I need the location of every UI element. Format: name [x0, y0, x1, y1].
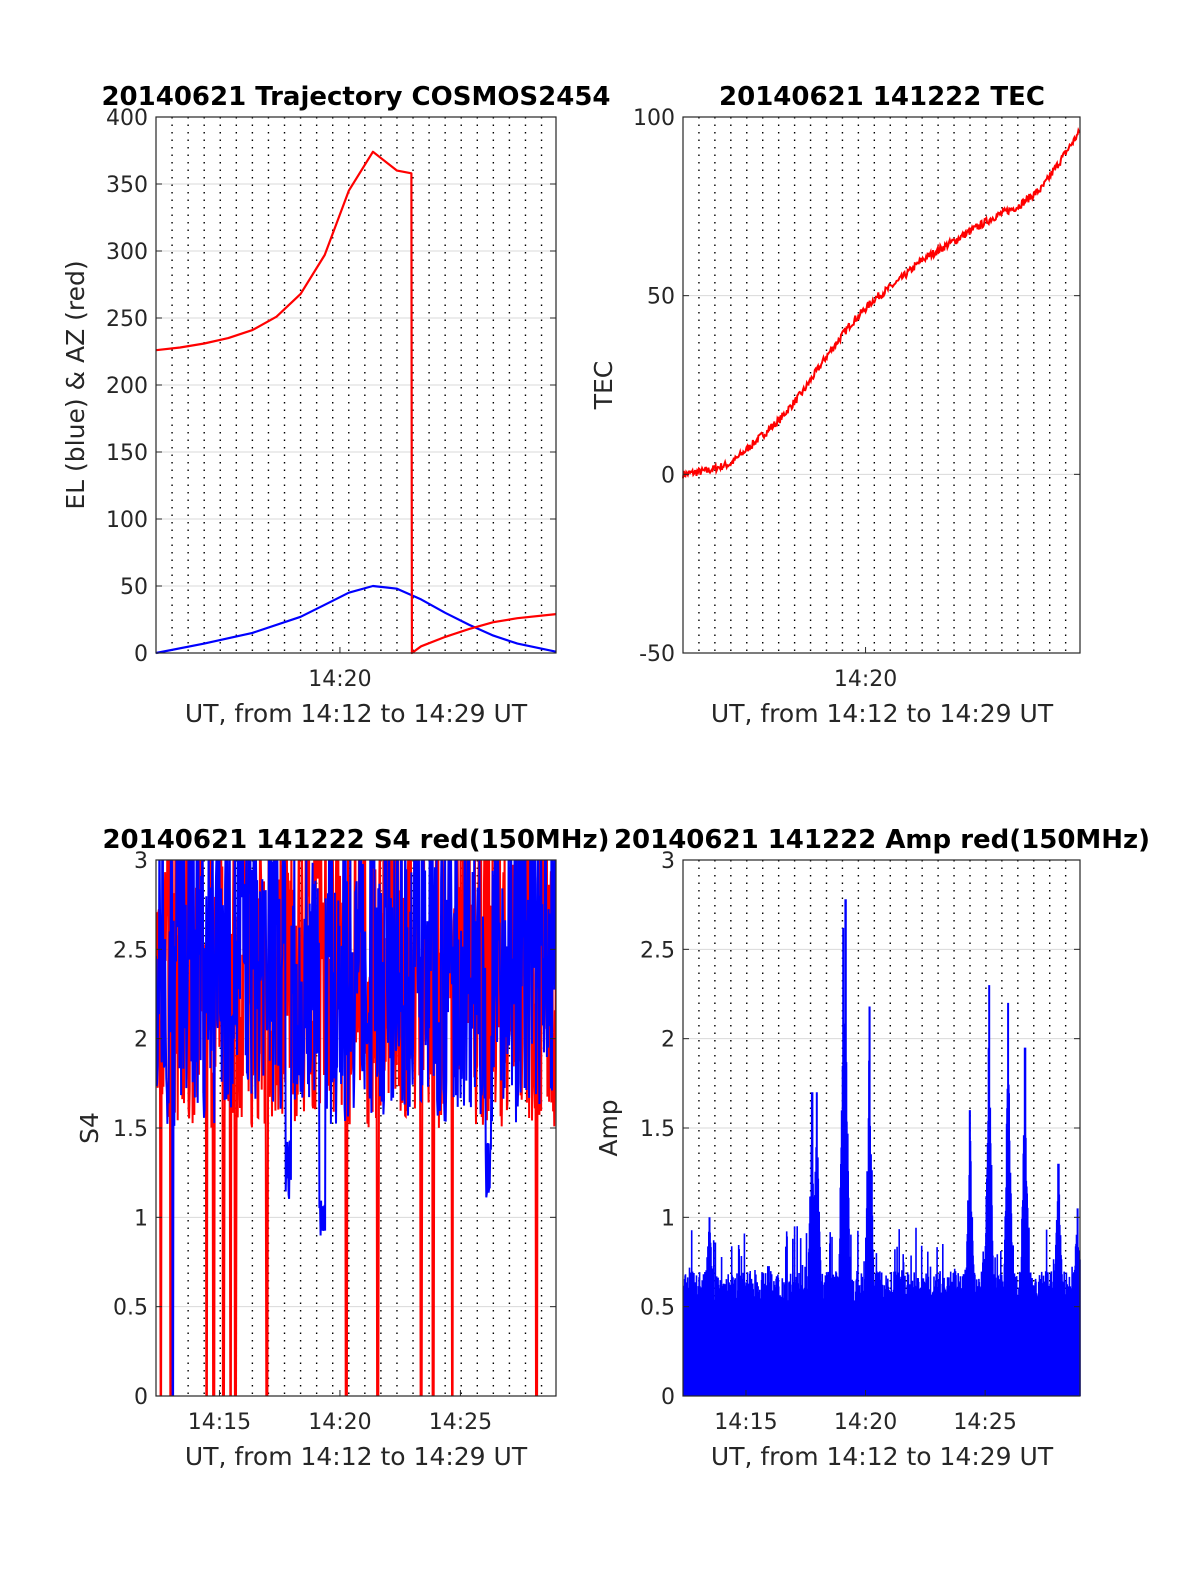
y-tick-label: 2.5 — [113, 938, 148, 963]
y-tick-label: 0.5 — [113, 1296, 148, 1321]
y-tick-label: 0 — [134, 1385, 148, 1410]
panel-tec: 20140621 141222 TEC -50 0 50 100 14:20 UT, … — [589, 82, 1081, 728]
x-tick-label: 14:25 — [429, 1410, 492, 1435]
panel-tec-x-ticks: 14:20 — [834, 647, 897, 692]
panel-trajectory-grid — [156, 117, 556, 653]
panel-s4-xlabel: UT, from 14:12 to 14:29 UT — [185, 1442, 528, 1471]
series-s4-blue-line — [156, 860, 556, 1396]
series-amp-bars — [683, 899, 1081, 1396]
panel-trajectory-x-ticks: 14:20 — [308, 647, 372, 692]
y-tick-label: 0.5 — [640, 1296, 675, 1321]
panel-trajectory-ylabel: EL (blue) & AZ (red) — [61, 260, 90, 509]
y-tick-label: 2 — [134, 1028, 148, 1053]
y-tick-label: 0 — [134, 642, 148, 667]
y-tick-label: 3 — [661, 849, 675, 874]
panel-amp-title: 20140621 141222 Amp red(150MHz) — [614, 825, 1150, 855]
series-s4-red-line — [156, 860, 556, 1396]
y-tick-label: 0 — [661, 463, 675, 488]
y-tick-label: 150 — [106, 441, 148, 466]
x-tick-label: 14:20 — [308, 667, 371, 692]
panel-amp-plot — [683, 899, 1081, 1396]
y-tick-label: 100 — [633, 106, 675, 131]
panel-tec-y-ticks: -50 0 50 100 — [633, 106, 1080, 667]
series-tec-line — [682, 126, 1081, 479]
panel-amp-xlabel: UT, from 14:12 to 14:29 UT — [711, 1442, 1054, 1471]
y-tick-label: 3 — [134, 849, 148, 874]
x-tick-label: 14:15 — [714, 1410, 777, 1435]
y-tick-label: 350 — [106, 173, 148, 198]
panel-trajectory-xlabel: UT, from 14:12 to 14:29 UT — [185, 699, 528, 728]
panel-tec-grid — [683, 117, 1080, 653]
x-tick-label: 14:15 — [188, 1410, 251, 1435]
y-tick-label: 50 — [647, 285, 675, 310]
y-tick-label: 400 — [106, 106, 148, 131]
panel-s4: 20140621 141222 S4 red(150MHz) 0 0.5 1 1.5 2… — [75, 825, 610, 1471]
y-tick-label: 100 — [106, 508, 148, 533]
panel-tec-ylabel: TEC — [589, 361, 618, 411]
panel-tec-title: 20140621 141222 TEC — [719, 82, 1045, 112]
y-tick-label: 1 — [134, 1206, 148, 1231]
x-tick-label: 14:25 — [953, 1410, 1016, 1435]
panel-trajectory: 20140621 Trajectory COSMOS2454 0 50 100 150… — [61, 82, 611, 728]
y-tick-label: 250 — [106, 307, 148, 332]
y-tick-label: 1 — [661, 1206, 675, 1231]
y-tick-label: 50 — [120, 575, 148, 600]
panel-trajectory-y-ticks: 0 50 100 150 200 250 300 350 400 — [106, 106, 556, 667]
panel-tec-xlabel: UT, from 14:12 to 14:29 UT — [711, 699, 1054, 728]
y-tick-label: 300 — [106, 240, 148, 265]
y-tick-label: -50 — [639, 642, 675, 667]
panel-s4-y-ticks: 0 0.5 1 1.5 2 2.5 3 — [113, 849, 556, 1410]
series-azimuth-line — [155, 150, 557, 655]
y-tick-label: 2.5 — [640, 938, 675, 963]
panel-amp-y-ticks: 0 0.5 1 1.5 2 2.5 3 — [640, 849, 1080, 1410]
panel-s4-plot — [156, 860, 556, 1396]
y-tick-label: 1.5 — [640, 1117, 675, 1142]
panel-tec-plot — [682, 126, 1081, 479]
panel-s4-title: 20140621 141222 S4 red(150MHz) — [102, 825, 609, 855]
x-tick-label: 14:20 — [308, 1410, 371, 1435]
panel-s4-ylabel: S4 — [75, 1112, 104, 1144]
y-tick-label: 1.5 — [113, 1117, 148, 1142]
panel-amp-ylabel: Amp — [594, 1099, 623, 1156]
panel-s4-x-ticks: 14:15 14:20 14:25 — [188, 1390, 492, 1435]
panel-amp: 20140621 141222 Amp red(150MHz) 0 0.5 1 1.5… — [594, 825, 1150, 1471]
panel-tec-frame — [682, 116, 1081, 654]
panel-trajectory-title: 20140621 Trajectory COSMOS2454 — [101, 82, 610, 112]
x-tick-label: 14:20 — [834, 1410, 897, 1435]
y-tick-label: 2 — [661, 1028, 675, 1053]
panel-trajectory-plot — [155, 150, 557, 655]
panel-amp-x-ticks: 14:15 14:20 14:25 — [714, 1390, 1017, 1435]
series-elevation-line — [155, 584, 557, 655]
y-tick-label: 0 — [661, 1385, 675, 1410]
x-tick-label: 14:20 — [834, 667, 897, 692]
y-tick-label: 200 — [106, 374, 148, 399]
